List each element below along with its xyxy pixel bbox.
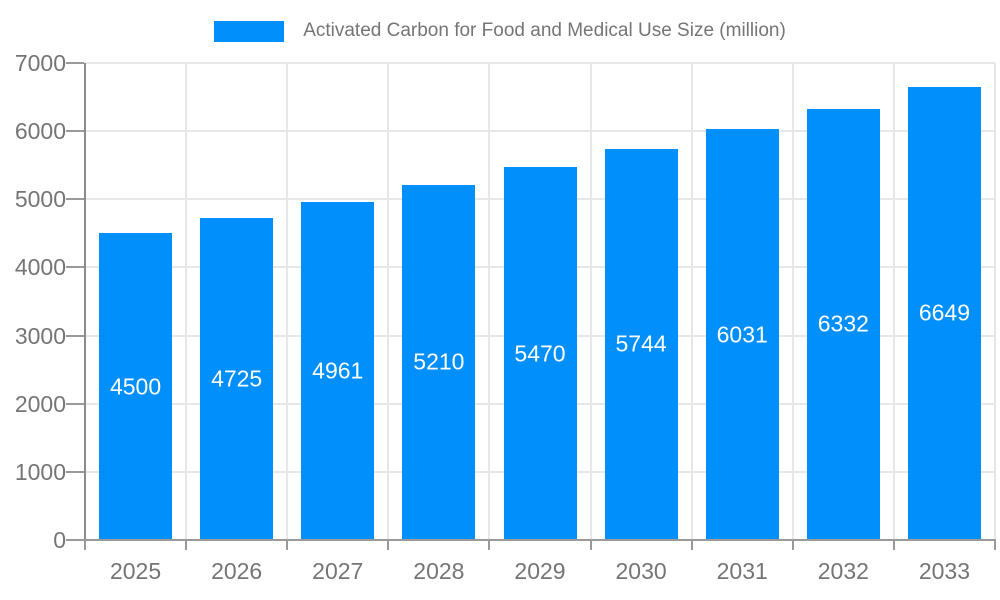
x-axis-tick (185, 541, 188, 550)
x-axis-tick (690, 541, 693, 550)
bar-2030[interactable]: 5744 (604, 148, 678, 540)
v-gridline (892, 63, 895, 540)
y-axis-tick (66, 130, 84, 133)
x-axis-line (84, 539, 996, 541)
v-gridline (994, 63, 996, 540)
bar-2026[interactable]: 4725 (200, 218, 274, 540)
y-axis-tick (66, 539, 84, 541)
plot-area: 0 1000 2000 3000 4000 5000 6000 7000 4500 2025 472… (15, 50, 996, 584)
x-axis-label: 2033 (918, 558, 971, 584)
v-gridline (791, 63, 794, 540)
y-axis-label: 5000 (14, 186, 66, 213)
y-axis-tick (66, 402, 84, 405)
bar-value-label: 4961 (312, 357, 364, 384)
bar-value-label: 5210 (413, 348, 465, 375)
h-gridline (85, 62, 995, 64)
v-gridline (286, 63, 289, 540)
h-gridline (85, 130, 995, 133)
v-gridline (185, 63, 188, 540)
x-axis-tick (286, 541, 289, 550)
y-axis-label: 1000 (14, 458, 66, 485)
y-axis-label: 2000 (14, 390, 66, 417)
bar-value-label: 6031 (716, 321, 768, 347)
x-axis-tick (387, 541, 390, 550)
bar-2027[interactable]: 4961 (301, 201, 375, 540)
x-axis-tick (84, 541, 86, 550)
x-axis-label: 2030 (615, 558, 667, 584)
legend-swatch (214, 20, 285, 42)
bar-2031[interactable]: 6031 (705, 129, 779, 540)
x-axis-tick (994, 541, 996, 550)
legend-item[interactable]: Activated Carbon for Food and Medical Us… (0, 18, 1000, 44)
x-axis-label: 2026 (211, 558, 263, 584)
v-gridline (589, 63, 592, 540)
y-axis-label: 6000 (14, 118, 66, 145)
bar-2029[interactable]: 5470 (503, 167, 577, 540)
x-axis-label: 2025 (109, 558, 162, 584)
x-axis-label: 2031 (716, 558, 768, 584)
bar-value-label: 4725 (211, 365, 263, 392)
x-axis-tick (791, 541, 794, 550)
bar-2025[interactable]: 4500 (99, 233, 173, 540)
y-axis-label: 3000 (14, 322, 66, 349)
bar-value-label: 4500 (109, 373, 162, 400)
v-gridline (387, 63, 390, 540)
x-axis-label: 2027 (312, 558, 364, 584)
y-axis-tick (66, 334, 84, 337)
bar-value-label: 5470 (514, 340, 566, 367)
x-axis-tick (892, 541, 895, 550)
y-axis-label: 0 (53, 527, 66, 553)
y-axis-label: 4000 (14, 254, 66, 281)
y-axis-label: 7000 (14, 50, 66, 76)
bar-2033[interactable]: 6649 (907, 86, 981, 540)
y-axis-tick (66, 62, 84, 64)
y-axis-tick (66, 198, 84, 201)
v-gridline (488, 63, 491, 540)
v-gridline (690, 63, 693, 540)
bar-value-label: 5744 (615, 330, 667, 357)
y-axis-line (84, 63, 86, 540)
bar-2032[interactable]: 6332 (806, 108, 880, 540)
bar-value-label: 6332 (817, 310, 869, 337)
x-axis-label: 2029 (514, 558, 566, 584)
x-axis-tick (589, 541, 592, 550)
bar-value-label: 6649 (918, 299, 971, 326)
x-axis-label: 2032 (817, 558, 869, 584)
legend-label: Activated Carbon for Food and Medical Us… (303, 20, 786, 41)
x-axis-label: 2028 (413, 558, 465, 584)
x-axis-tick (488, 541, 491, 550)
y-axis-tick (66, 470, 84, 473)
bar-2028[interactable]: 5210 (402, 184, 476, 540)
y-axis-tick (66, 266, 84, 269)
